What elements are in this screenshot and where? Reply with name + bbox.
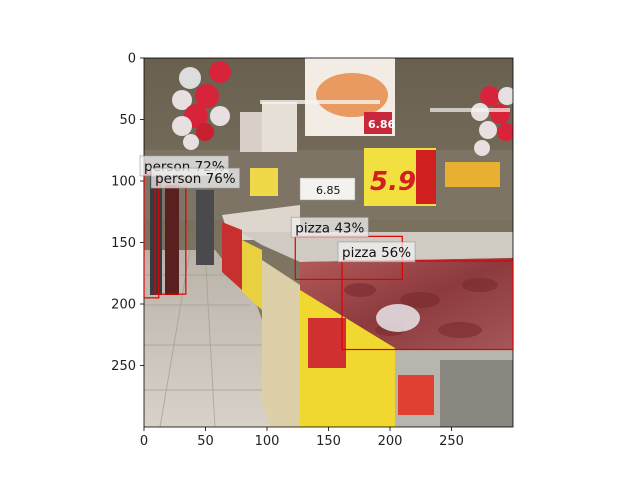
detection-label: pizza 43% [295, 220, 364, 236]
y-tick-label: 100 [111, 175, 136, 190]
x-tick-label: 0 [140, 434, 148, 449]
x-tick-label: 250 [439, 434, 464, 449]
label-background [290, 216, 369, 238]
detection-label: person 76% [155, 171, 236, 187]
y-tick-label: 150 [111, 236, 136, 251]
detections-layer: person 72%person 76%pizza 43%pizza 56% [139, 155, 514, 351]
label-background [150, 167, 241, 189]
x-axis: 0 50 100 150 200 250 [140, 427, 464, 449]
detection-pizza: pizza 43% [290, 216, 403, 281]
y-tick-label: 0 [128, 52, 136, 67]
detection-pizza: pizza 56% [337, 241, 514, 351]
x-tick-label: 150 [316, 434, 341, 449]
label-background [337, 241, 416, 263]
sign-1: 6.86 [368, 118, 395, 131]
detection-person: person 76% [150, 167, 241, 295]
y-axis: 0 50 100 150 200 250 [111, 52, 144, 374]
x-tick-label: 200 [378, 434, 403, 449]
supermarket-photo: 6.86 5.90 6.85 [144, 58, 513, 427]
y-tick-label: 50 [119, 113, 136, 128]
sign-2: 6.85 [316, 184, 341, 197]
bounding-box [341, 260, 514, 351]
y-tick-label: 200 [111, 298, 136, 313]
detection-label: pizza 56% [342, 245, 411, 261]
x-tick-label: 100 [255, 434, 280, 449]
y-tick-label: 250 [111, 359, 136, 374]
x-tick-label: 50 [197, 434, 214, 449]
